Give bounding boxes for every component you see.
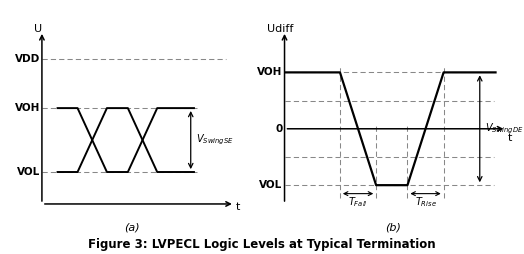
Text: Figure 3: LVPECL Logic Levels at Typical Termination: Figure 3: LVPECL Logic Levels at Typical… — [88, 239, 436, 251]
Text: 0: 0 — [275, 124, 282, 134]
Text: t: t — [508, 133, 512, 142]
Text: VOL: VOL — [17, 167, 40, 177]
Text: VDD: VDD — [15, 54, 40, 64]
Text: $V_{SwingDE}$: $V_{SwingDE}$ — [485, 122, 523, 136]
Text: (b): (b) — [385, 223, 401, 233]
Text: VOL: VOL — [259, 180, 282, 190]
Text: Udiff: Udiff — [267, 24, 293, 34]
Text: $T_{Fall}$: $T_{Fall}$ — [348, 196, 368, 209]
Text: t: t — [236, 202, 240, 212]
Text: VOH: VOH — [15, 103, 40, 113]
Text: U: U — [34, 24, 42, 34]
Text: $V_{SwingSE}$: $V_{SwingSE}$ — [196, 133, 234, 147]
Text: VOH: VOH — [257, 67, 282, 77]
Text: (a): (a) — [124, 223, 140, 233]
Text: $T_{Rise}$: $T_{Rise}$ — [414, 196, 436, 209]
